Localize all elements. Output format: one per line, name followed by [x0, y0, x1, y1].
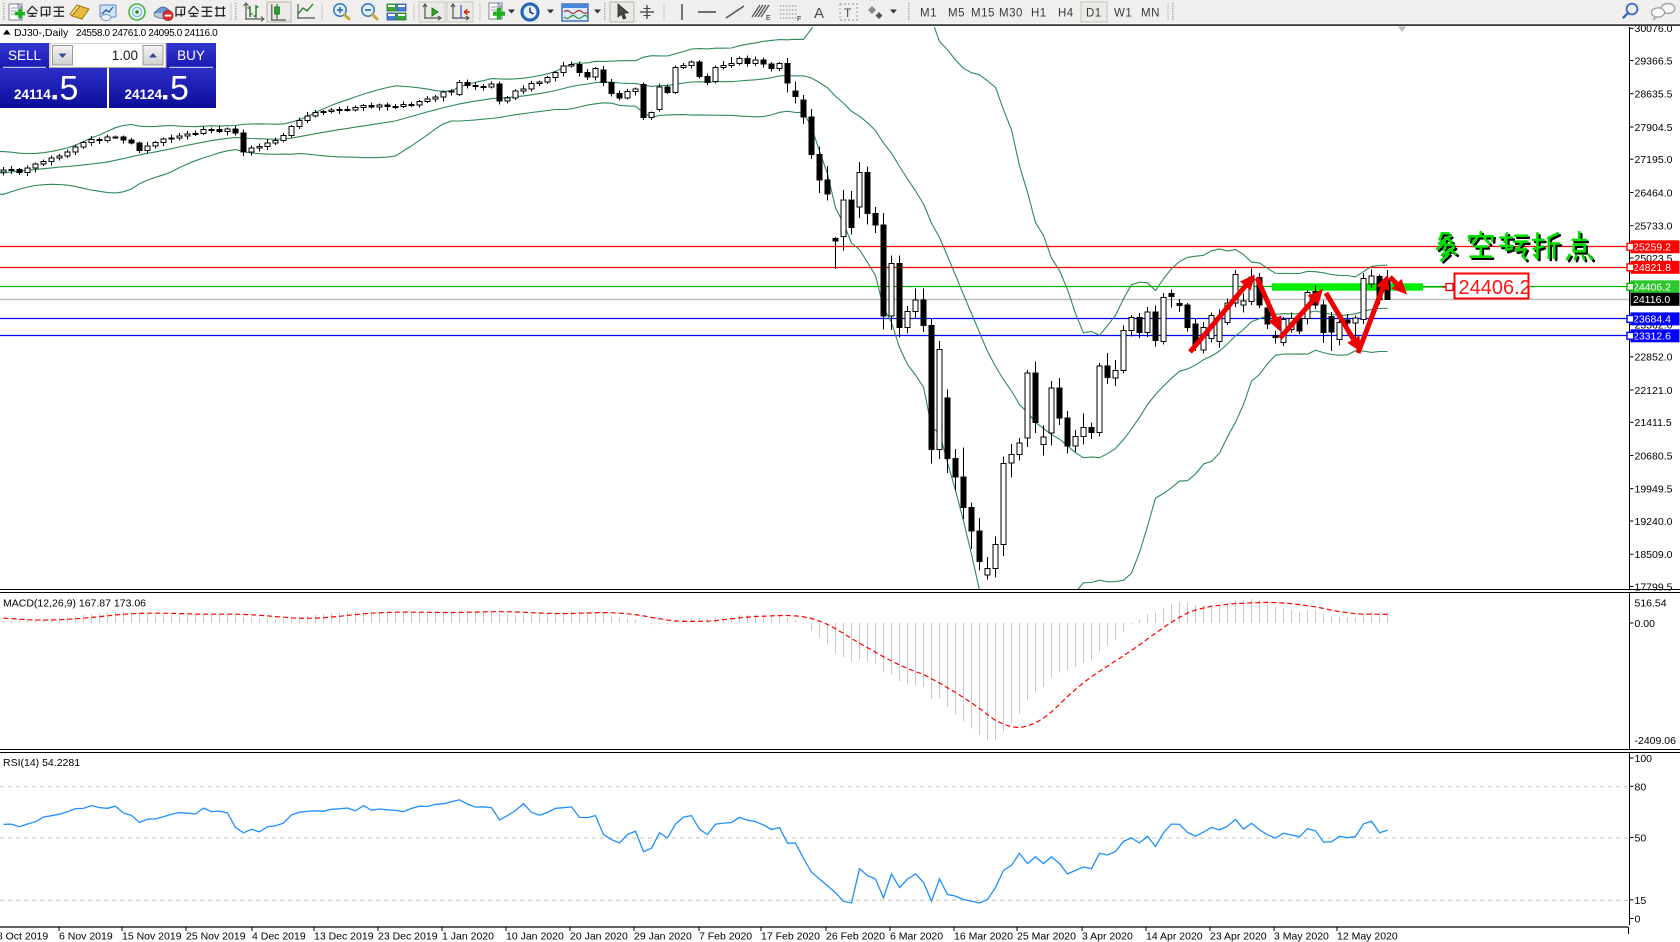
svg-text:12 May 2020: 12 May 2020 — [1337, 930, 1398, 942]
svg-text:15 Nov 2019: 15 Nov 2019 — [122, 930, 182, 942]
svg-text:516.54: 516.54 — [1635, 598, 1667, 610]
svg-text:-2409.06: -2409.06 — [1635, 735, 1677, 747]
svg-text:W1: W1 — [1114, 8, 1132, 20]
svg-text:0: 0 — [1635, 914, 1641, 926]
svg-text:30076.0: 30076.0 — [1635, 26, 1673, 35]
svg-text:19240.0: 19240.0 — [1635, 516, 1673, 528]
svg-text:28635.5: 28635.5 — [1635, 89, 1673, 101]
svg-text:1 Jan 2020: 1 Jan 2020 — [442, 930, 494, 942]
svg-text:F: F — [797, 16, 801, 23]
svg-text:BUY: BUY — [177, 48, 205, 63]
svg-text:M5: M5 — [948, 8, 965, 20]
svg-text:14 Apr 2020: 14 Apr 2020 — [1146, 930, 1203, 942]
svg-text:22121.0: 22121.0 — [1635, 385, 1673, 397]
svg-text:28 Oct 2019: 28 Oct 2019 — [0, 930, 48, 942]
svg-text:1.00: 1.00 — [112, 48, 138, 63]
svg-text:SELL: SELL — [8, 48, 42, 63]
svg-text:A: A — [814, 5, 824, 22]
svg-text:20 Jan 2020: 20 Jan 2020 — [570, 930, 628, 942]
svg-text:25733.0: 25733.0 — [1635, 221, 1673, 233]
svg-text:H4: H4 — [1058, 8, 1074, 20]
svg-text:80: 80 — [1635, 781, 1647, 793]
svg-text:6 Mar 2020: 6 Mar 2020 — [890, 930, 943, 942]
svg-text:27195.0: 27195.0 — [1635, 154, 1673, 166]
svg-text:DJ30-,Daily: DJ30-,Daily — [14, 27, 69, 39]
svg-text:D1: D1 — [1086, 8, 1102, 20]
svg-text:4 Dec 2019: 4 Dec 2019 — [252, 930, 306, 942]
svg-text:26 Feb 2020: 26 Feb 2020 — [826, 930, 885, 942]
svg-text:24114: 24114 — [14, 87, 51, 102]
svg-text:24558.0 24761.0 24095.0 24116.: 24558.0 24761.0 24095.0 24116.0 — [76, 28, 218, 39]
svg-text:25259.2: 25259.2 — [1633, 242, 1671, 254]
svg-text:26464.0: 26464.0 — [1635, 187, 1673, 199]
svg-text:MN: MN — [1141, 8, 1160, 20]
svg-text:M15: M15 — [971, 8, 995, 20]
svg-text:16 Mar 2020: 16 Mar 2020 — [954, 930, 1013, 942]
svg-text:21411.5: 21411.5 — [1635, 417, 1672, 429]
svg-text:17 Feb 2020: 17 Feb 2020 — [761, 930, 820, 942]
svg-text:24124: 24124 — [125, 87, 163, 102]
svg-text:24821.8: 24821.8 — [1633, 262, 1671, 274]
svg-text:5: 5 — [60, 70, 79, 108]
svg-text:25 Nov 2019: 25 Nov 2019 — [186, 930, 246, 942]
svg-text:18509.0: 18509.0 — [1635, 549, 1673, 561]
svg-text:13 Dec 2019: 13 Dec 2019 — [314, 930, 374, 942]
svg-text:M1: M1 — [920, 8, 937, 20]
svg-text:29 Jan 2020: 29 Jan 2020 — [634, 930, 692, 942]
svg-text:20680.5: 20680.5 — [1635, 450, 1673, 462]
svg-text:22852.0: 22852.0 — [1635, 352, 1673, 364]
svg-text:25 Mar 2020: 25 Mar 2020 — [1017, 930, 1076, 942]
svg-text:23312.6: 23312.6 — [1633, 331, 1671, 343]
svg-text:23 Apr 2020: 23 Apr 2020 — [1210, 930, 1267, 942]
svg-text:17799.5: 17799.5 — [1635, 581, 1673, 593]
svg-text:24406.2: 24406.2 — [1633, 282, 1671, 294]
svg-text:23 Dec 2019: 23 Dec 2019 — [378, 930, 438, 942]
svg-text:29366.5: 29366.5 — [1635, 55, 1673, 67]
svg-text:100: 100 — [1635, 753, 1653, 765]
svg-text:23684.4: 23684.4 — [1633, 314, 1671, 326]
svg-text:27904.5: 27904.5 — [1635, 122, 1673, 134]
svg-text:5: 5 — [170, 70, 189, 108]
svg-text:M30: M30 — [999, 8, 1023, 20]
svg-text:T: T — [844, 6, 852, 20]
svg-text:3 May 2020: 3 May 2020 — [1274, 930, 1329, 942]
svg-text:10 Jan 2020: 10 Jan 2020 — [506, 930, 564, 942]
svg-text:MACD(12,26,9) 167.87 173.06: MACD(12,26,9) 167.87 173.06 — [3, 598, 146, 610]
svg-text:15: 15 — [1635, 895, 1647, 907]
svg-text:24406.2: 24406.2 — [1459, 277, 1531, 299]
svg-text:0.00: 0.00 — [1635, 618, 1656, 630]
svg-text:50: 50 — [1635, 833, 1647, 845]
svg-text:19949.5: 19949.5 — [1635, 484, 1673, 496]
svg-text:3 Apr 2020: 3 Apr 2020 — [1082, 930, 1133, 942]
svg-text:RSI(14) 54.2281: RSI(14) 54.2281 — [3, 757, 80, 769]
svg-text:6 Nov 2019: 6 Nov 2019 — [59, 930, 113, 942]
svg-text:7 Feb 2020: 7 Feb 2020 — [699, 930, 752, 942]
svg-text:E: E — [766, 15, 771, 22]
svg-text:24116.0: 24116.0 — [1633, 294, 1670, 306]
svg-text:H1: H1 — [1031, 8, 1047, 20]
